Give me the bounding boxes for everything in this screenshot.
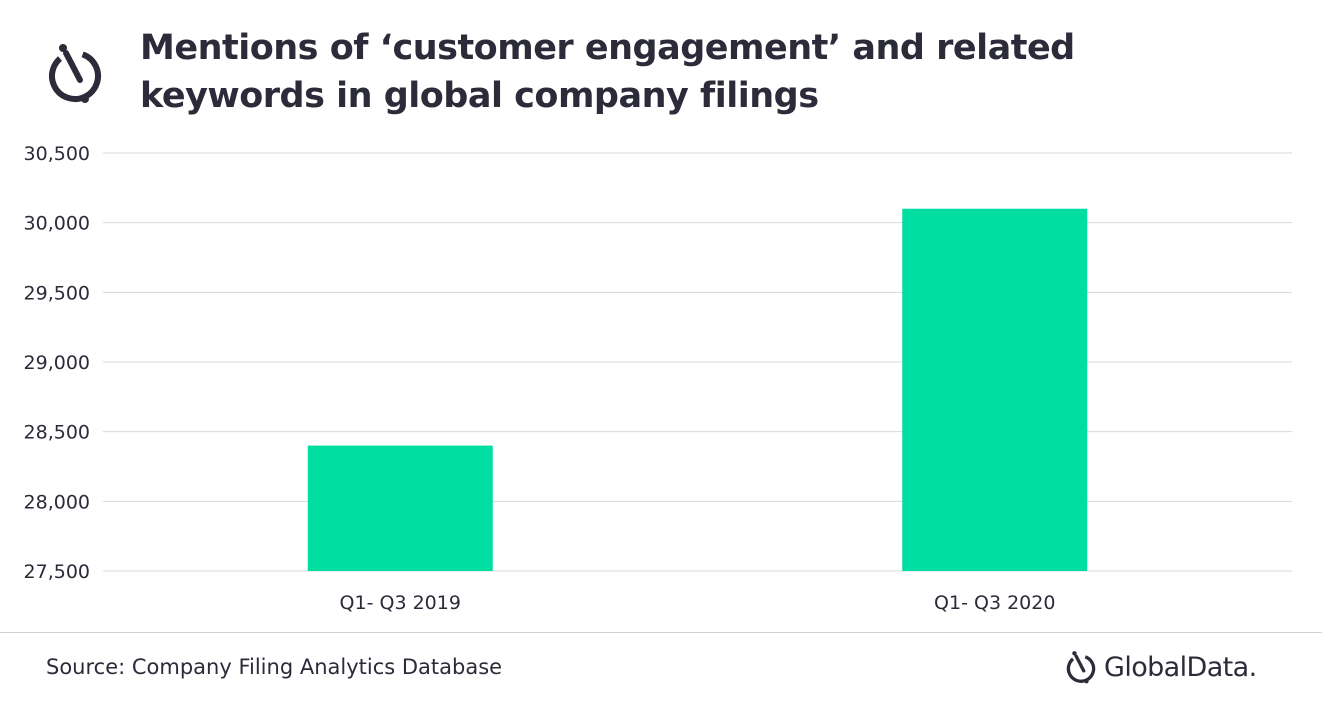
globaldata-logo-icon <box>49 44 101 103</box>
y-tick-label: 28,000 <box>24 491 90 513</box>
source-note: Source: Company Filing Analytics Databas… <box>46 655 503 679</box>
bar <box>902 208 1088 571</box>
brand-name: GlobalData. <box>1104 651 1257 683</box>
globaldata-logo-icon <box>1066 651 1096 684</box>
footer-divider <box>0 632 1322 633</box>
y-tick-label: 29,500 <box>24 282 90 304</box>
y-axis-ticks: 27,500 28,000 28,500 29,000 29,500 30,000 30,5… <box>24 143 90 583</box>
y-tick-label: 30,000 <box>24 213 90 235</box>
bars <box>307 208 1088 571</box>
y-tick-label: 29,000 <box>24 352 90 374</box>
x-tick-label: Q1- Q3 2020 <box>934 592 1055 614</box>
bar-chart: 27,500 28,000 28,500 29,000 29,500 30,000 30,5… <box>24 143 1292 614</box>
chart-title: Mentions of ‘customer engagement’ and re… <box>140 28 1075 116</box>
x-axis-ticks: Q1- Q3 2019 Q1- Q3 2020 <box>340 592 1056 614</box>
gridlines <box>103 152 1292 572</box>
globaldata-brand: GlobalData. <box>1064 647 1257 687</box>
y-tick-label: 27,500 <box>24 561 90 583</box>
y-tick-label: 28,500 <box>24 422 90 444</box>
x-tick-label: Q1- Q3 2019 <box>340 592 461 614</box>
bar <box>307 445 493 571</box>
chart-header: Mentions of ‘customer engagement’ and re… <box>0 0 1322 140</box>
y-tick-label: 30,500 <box>24 143 90 165</box>
